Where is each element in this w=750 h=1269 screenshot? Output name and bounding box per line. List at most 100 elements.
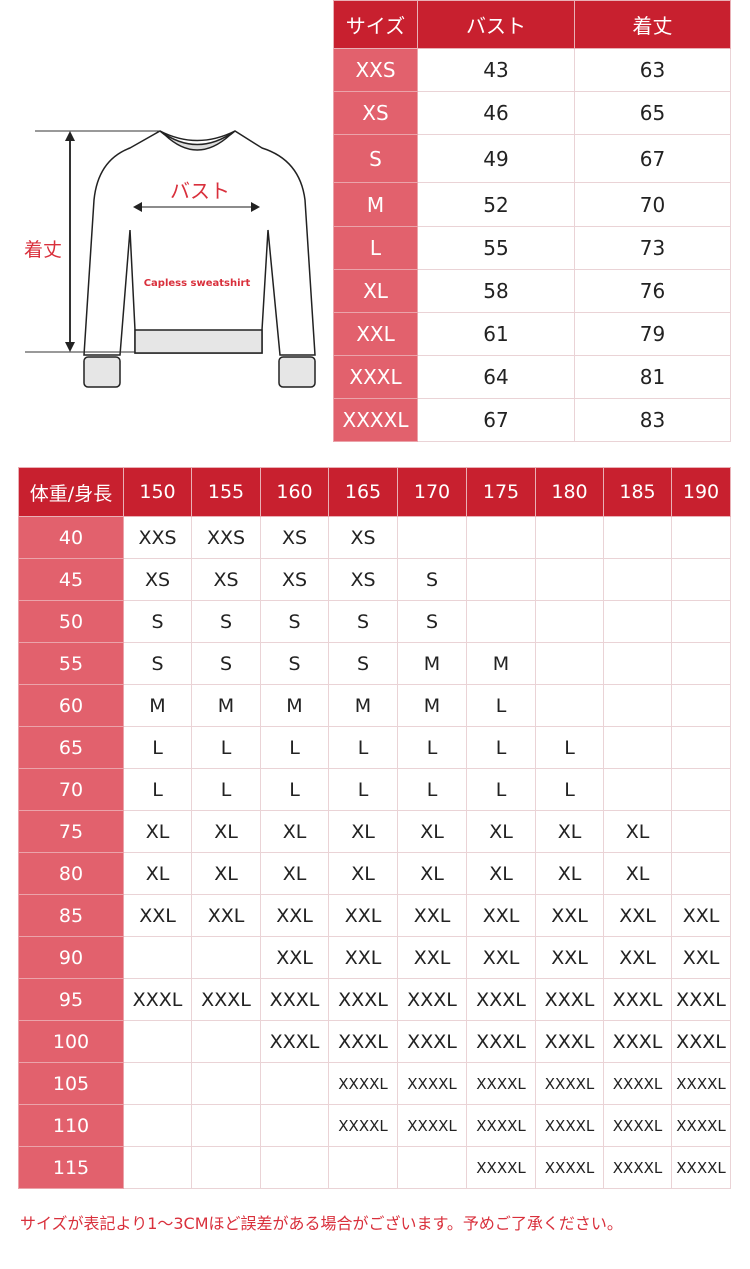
- table-row: 90 XXL XXL XXL XXL XXL XXL XXL: [18, 936, 731, 979]
- size-label: XS: [333, 91, 418, 135]
- size-cell: XXL: [328, 894, 398, 937]
- weight-label: 45: [18, 558, 124, 601]
- weight-label: 50: [18, 600, 124, 643]
- size-cell: [535, 684, 604, 727]
- size-cell: XXXXL: [466, 1146, 536, 1189]
- size-cell: XXL: [191, 894, 261, 937]
- bust-label: バスト: [170, 179, 230, 203]
- size-cell: XXXXL: [397, 1062, 467, 1105]
- size-cell: [671, 810, 731, 853]
- size-cell: [535, 642, 604, 685]
- size-cell: XXL: [535, 936, 604, 979]
- length-value: 73: [574, 226, 731, 270]
- size-cell: XXXL: [397, 1020, 467, 1063]
- size-cell: XXS: [123, 516, 192, 559]
- size-cell: M: [328, 684, 398, 727]
- size-cell: [671, 768, 731, 811]
- size-cell: XS: [328, 558, 398, 601]
- size-cell: XL: [123, 852, 192, 895]
- size-cell: XXXL: [466, 1020, 536, 1063]
- size-label: XXL: [333, 312, 418, 356]
- size-cell: XS: [123, 558, 192, 601]
- size-cell: S: [260, 600, 329, 643]
- garment-label: Capless sweatshirt: [144, 278, 251, 289]
- size-cell: L: [466, 768, 536, 811]
- size-cell: [603, 558, 672, 601]
- height-header: 155: [191, 467, 261, 517]
- size-cell: XL: [328, 810, 398, 853]
- length-value: 79: [574, 312, 731, 356]
- size-cell: XXL: [328, 936, 398, 979]
- size-cell: [535, 558, 604, 601]
- size-label: S: [333, 134, 418, 183]
- size-cell: XXL: [671, 894, 731, 937]
- size-cell: S: [328, 642, 398, 685]
- size-cell: [260, 1146, 329, 1189]
- size-cell: [123, 1020, 192, 1063]
- table-row: M 52 70: [333, 182, 731, 227]
- size-cell: XXXL: [191, 978, 261, 1021]
- length-value: 76: [574, 269, 731, 313]
- table-row: S 49 67: [333, 134, 731, 183]
- size-cell: [260, 1104, 329, 1147]
- size-cell: S: [397, 600, 467, 643]
- size-cell: [466, 558, 536, 601]
- size-cell: XXXL: [260, 1020, 329, 1063]
- size-cell: XXXXL: [535, 1104, 604, 1147]
- weight-label: 100: [18, 1020, 124, 1063]
- size-table: サイズ バスト 着丈 XXS 43 63 XS 46 65 S 49 67 M 52 70 L 55 73 XL 58…: [333, 0, 731, 442]
- table-row: L 55 73: [333, 226, 731, 270]
- size-cell: [191, 1146, 261, 1189]
- size-cell: XXL: [535, 894, 604, 937]
- size-cell: S: [123, 642, 192, 685]
- size-cell: L: [466, 684, 536, 727]
- size-cell: XXXXL: [535, 1146, 604, 1189]
- size-cell: XXXXL: [603, 1062, 672, 1105]
- size-cell: XXXXL: [671, 1104, 731, 1147]
- bust-value: 55: [417, 226, 575, 270]
- size-tolerance-note: サイズが表記より1～3CMほど誤差がある場合がございます。予めご了承ください。: [20, 1214, 623, 1233]
- table-row: XS 46 65: [333, 91, 731, 135]
- size-cell: XL: [260, 810, 329, 853]
- size-cell: [603, 768, 672, 811]
- size-cell: XXL: [397, 894, 467, 937]
- size-cell: XL: [191, 810, 261, 853]
- size-cell: L: [397, 768, 467, 811]
- size-cell: XXXXL: [328, 1104, 398, 1147]
- weight-label: 105: [18, 1062, 124, 1105]
- table-row: 100 XXXL XXXL XXXL XXXL XXXL XXXL XXXL: [18, 1020, 731, 1063]
- weight-label: 95: [18, 978, 124, 1021]
- size-cell: XXXXL: [328, 1062, 398, 1105]
- table-row: 80 XL XL XL XL XL XL XL XL: [18, 852, 731, 895]
- bust-value: 46: [417, 91, 575, 135]
- size-cell: XL: [191, 852, 261, 895]
- size-cell: L: [466, 726, 536, 769]
- height-header: 185: [603, 467, 672, 517]
- weight-label: 85: [18, 894, 124, 937]
- size-cell: [397, 516, 467, 559]
- length-label: 着丈: [24, 239, 62, 261]
- table-row: 70 L L L L L L L: [18, 768, 731, 811]
- size-cell: XXXL: [123, 978, 192, 1021]
- size-cell: [466, 600, 536, 643]
- size-cell: L: [123, 726, 192, 769]
- table-row: 95 XXXL XXXL XXXL XXXL XXXL XXXL XXXL XXXL XXXL: [18, 978, 731, 1021]
- size-cell: [671, 516, 731, 559]
- weight-label: 75: [18, 810, 124, 853]
- sweatshirt-body: [83, 130, 316, 356]
- size-label: M: [333, 182, 418, 227]
- size-cell: XXXL: [260, 978, 329, 1021]
- size-cell: XL: [603, 810, 672, 853]
- weight-label: 90: [18, 936, 124, 979]
- height-header: 165: [328, 467, 398, 517]
- size-cell: XXL: [260, 894, 329, 937]
- length-value: 81: [574, 355, 731, 399]
- table-row: 85 XXL XXL XXL XXL XXL XXL XXL XXL XXL: [18, 894, 731, 937]
- size-cell: XXXXL: [603, 1104, 672, 1147]
- size-cell: XXL: [123, 894, 192, 937]
- weight-label: 60: [18, 684, 124, 727]
- size-cell: S: [123, 600, 192, 643]
- size-cell: [397, 1146, 467, 1189]
- size-cell: XL: [603, 852, 672, 895]
- hem-rib: [134, 329, 263, 354]
